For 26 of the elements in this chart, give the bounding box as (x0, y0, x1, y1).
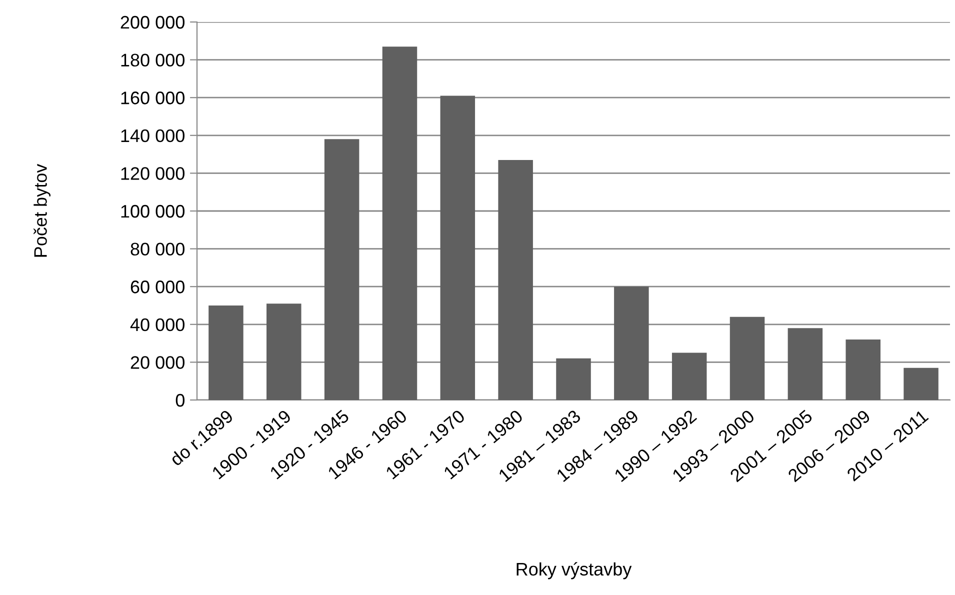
y-tick-label: 40 000 (130, 318, 184, 332)
y-tick-label: 100 000 (121, 204, 184, 218)
y-tick-label: 0 (176, 394, 184, 407)
bar (672, 352, 707, 400)
bar (788, 328, 823, 400)
bar (904, 368, 938, 400)
y-tick-label: 200 000 (120, 16, 184, 29)
bar (382, 46, 418, 400)
bar (730, 316, 765, 400)
bar (266, 304, 302, 400)
y-tick-label: 180 000 (121, 54, 184, 67)
bar (208, 306, 244, 400)
y-tick-label: 160 000 (121, 92, 184, 104)
bar (498, 160, 533, 400)
bar (324, 139, 360, 400)
y-tick-label: 60 000 (130, 280, 184, 294)
y-tick-label: 80 000 (130, 242, 184, 256)
bar (614, 286, 649, 400)
y-tick-label: 20 000 (130, 356, 184, 369)
y-tick-label: 140 000 (121, 129, 184, 142)
bar (440, 96, 476, 400)
y-axis-title: Počet bytov (34, 164, 50, 257)
y-tick-label: 120 000 (121, 167, 184, 180)
bar (556, 358, 591, 400)
bar (846, 340, 880, 400)
x-axis-title: Roky výstavby (516, 562, 632, 580)
